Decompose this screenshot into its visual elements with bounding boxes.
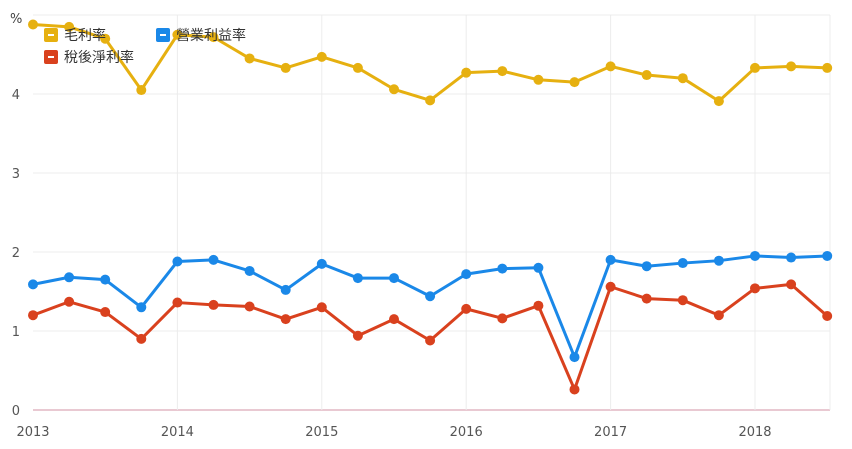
data-point-gross-margin[interactable] (316, 51, 327, 62)
x-tick-label: 2016 (450, 425, 483, 440)
data-point-operating-margin[interactable] (533, 262, 544, 273)
data-point-gross-margin[interactable] (280, 62, 291, 73)
data-point-gross-margin[interactable] (136, 85, 147, 96)
data-point-operating-margin[interactable] (208, 254, 219, 265)
legend-swatch-operating-margin (156, 28, 170, 42)
data-point-net-margin[interactable] (244, 301, 255, 312)
data-point-operating-margin[interactable] (605, 254, 616, 265)
data-point-operating-margin[interactable] (641, 261, 652, 272)
y-tick-label: 0 (12, 404, 20, 419)
data-point-gross-margin[interactable] (172, 29, 183, 40)
data-point-net-margin[interactable] (172, 297, 183, 308)
data-point-net-margin[interactable] (569, 384, 580, 395)
data-point-gross-margin[interactable] (641, 70, 652, 81)
data-point-net-margin[interactable] (316, 302, 327, 313)
data-point-operating-margin[interactable] (352, 273, 363, 284)
series-net-margin (28, 279, 833, 395)
data-point-gross-margin[interactable] (786, 61, 797, 72)
data-point-net-margin[interactable] (497, 313, 508, 324)
data-point-operating-margin[interactable] (497, 263, 508, 274)
y-tick-label: 3 (12, 167, 20, 182)
data-point-operating-margin[interactable] (569, 352, 580, 363)
data-point-net-margin[interactable] (352, 330, 363, 341)
data-point-net-margin[interactable] (605, 281, 616, 292)
data-point-net-margin[interactable] (280, 314, 291, 325)
series-gross-margin (28, 19, 833, 107)
data-point-gross-margin[interactable] (28, 19, 38, 30)
y-tick-label: 4 (12, 88, 20, 103)
x-tick-label: 2014 (161, 425, 194, 440)
y-tick-label: 1 (12, 325, 20, 340)
legend-swatch-net-margin (44, 50, 58, 64)
data-point-operating-margin[interactable] (786, 252, 797, 263)
x-tick-label: 2013 (16, 425, 49, 440)
axes: 0 1 2 3 4 2013 2014 2015 2016 2017 2018 (12, 88, 772, 440)
data-point-operating-margin[interactable] (750, 250, 760, 261)
data-point-operating-margin[interactable] (28, 279, 38, 290)
data-point-operating-margin[interactable] (389, 273, 399, 284)
legend: 毛利率 營業利益率 稅後淨利率 (44, 22, 284, 68)
data-point-gross-margin[interactable] (822, 62, 833, 73)
grid-lines (33, 14, 831, 411)
data-point-net-margin[interactable] (461, 303, 472, 314)
data-point-net-margin[interactable] (208, 299, 219, 310)
data-point-gross-margin[interactable] (713, 96, 724, 107)
legend-item-net-margin[interactable]: 稅後淨利率 (44, 47, 134, 67)
data-point-net-margin[interactable] (750, 283, 760, 294)
data-point-net-margin[interactable] (64, 296, 75, 307)
x-tick-label: 2017 (594, 425, 627, 440)
data-point-gross-margin[interactable] (750, 62, 760, 73)
legend-item-gross-margin[interactable]: 毛利率 (44, 25, 106, 45)
y-unit-label: % (10, 12, 22, 27)
data-point-operating-margin[interactable] (461, 269, 472, 280)
data-point-net-margin[interactable] (100, 307, 111, 318)
data-point-net-margin[interactable] (425, 335, 436, 346)
data-point-operating-margin[interactable] (316, 258, 327, 269)
data-point-net-margin[interactable] (28, 310, 38, 321)
x-tick-label: 2015 (305, 425, 338, 440)
data-point-net-margin[interactable] (713, 310, 724, 321)
data-point-net-margin[interactable] (677, 295, 688, 306)
data-point-gross-margin[interactable] (569, 77, 580, 88)
data-point-gross-margin[interactable] (100, 33, 111, 44)
data-point-operating-margin[interactable] (244, 265, 255, 276)
data-point-operating-margin[interactable] (64, 272, 75, 283)
data-point-operating-margin[interactable] (280, 284, 291, 295)
data-point-net-margin[interactable] (136, 333, 147, 344)
y-tick-label: 2 (12, 246, 20, 261)
x-tick-label: 2018 (738, 425, 771, 440)
legend-item-operating-margin[interactable]: 營業利益率 (156, 25, 246, 45)
legend-label-operating-margin: 營業利益率 (176, 28, 246, 44)
data-point-gross-margin[interactable] (497, 66, 508, 77)
data-point-operating-margin[interactable] (136, 302, 147, 313)
data-point-gross-margin[interactable] (605, 61, 616, 72)
legend-swatch-gross-margin (44, 28, 58, 42)
data-point-operating-margin[interactable] (425, 291, 436, 302)
data-point-gross-margin[interactable] (425, 95, 436, 106)
data-point-operating-margin[interactable] (713, 255, 724, 266)
data-point-gross-margin[interactable] (461, 67, 472, 78)
data-point-gross-margin[interactable] (244, 53, 255, 64)
data-point-net-margin[interactable] (641, 293, 652, 304)
data-point-gross-margin[interactable] (533, 74, 544, 85)
data-point-net-margin[interactable] (786, 279, 797, 290)
data-point-operating-margin[interactable] (172, 256, 183, 267)
series-operating-margin (28, 250, 833, 363)
data-point-gross-margin[interactable] (389, 84, 399, 95)
data-point-gross-margin[interactable] (208, 32, 219, 43)
data-point-gross-margin[interactable] (64, 21, 75, 32)
legend-label-net-margin: 稅後淨利率 (64, 50, 134, 66)
data-point-gross-margin[interactable] (677, 73, 688, 84)
series-layer (28, 19, 833, 395)
data-point-net-margin[interactable] (389, 314, 399, 325)
data-point-operating-margin[interactable] (100, 274, 111, 285)
data-point-gross-margin[interactable] (352, 62, 363, 73)
data-point-net-margin[interactable] (822, 310, 833, 321)
data-point-operating-margin[interactable] (677, 258, 688, 269)
data-point-operating-margin[interactable] (822, 250, 833, 261)
legend-label-gross-margin: 毛利率 (64, 28, 106, 44)
data-point-net-margin[interactable] (533, 300, 544, 311)
